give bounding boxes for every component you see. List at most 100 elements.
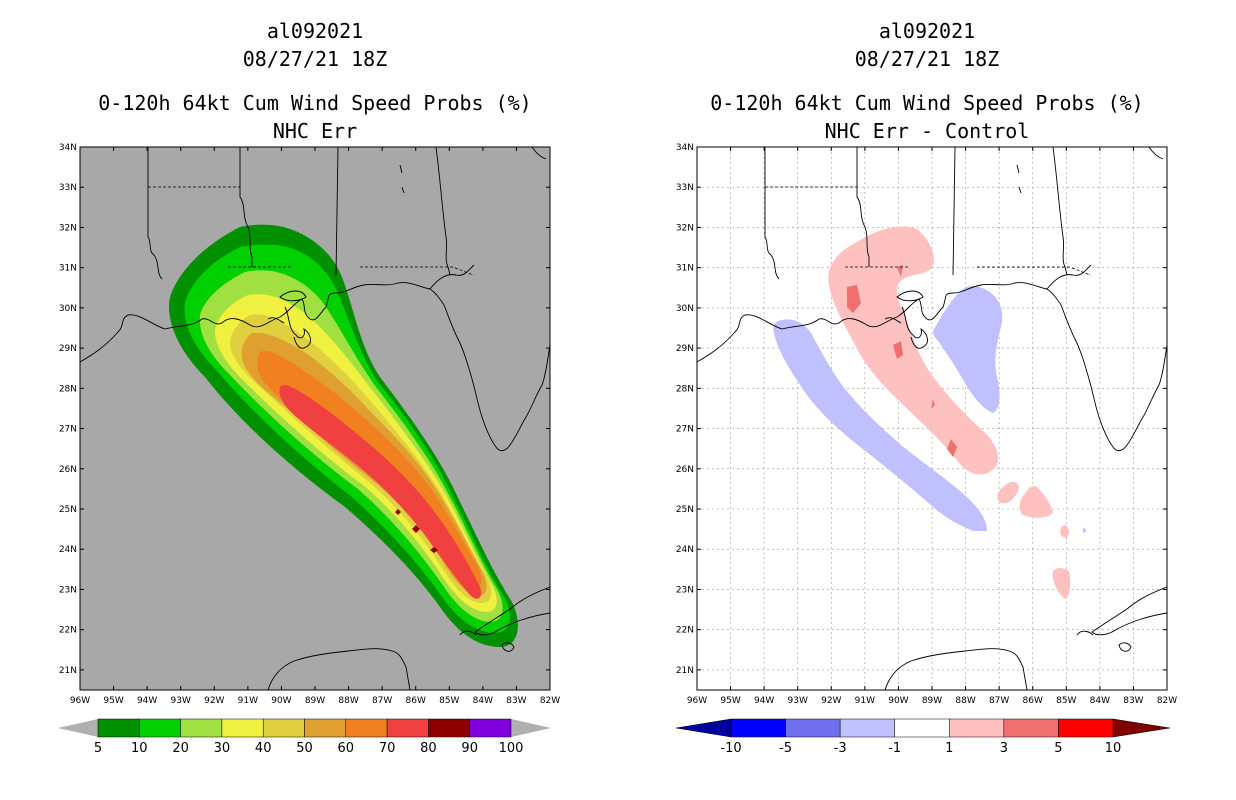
colorbar-segment <box>139 718 181 738</box>
lat-label: 33N <box>59 183 77 193</box>
lon-label: 86W <box>406 696 426 706</box>
left-colorbar: 5 10 20 30 40 50 60 70 80 90 100 <box>58 718 551 756</box>
right-colorbar: -10 -5 -3 -1 1 3 5 10 <box>675 718 1171 756</box>
right-title: 0-120h 64kt Cum Wind Speed Probs (%) <box>710 91 1143 115</box>
lon-label: 88W <box>955 696 975 706</box>
lon-label: 90W <box>271 696 291 706</box>
left-datetime: 08/27/21 18Z <box>243 47 388 71</box>
colorbar-segment <box>221 718 264 738</box>
right-datetime: 08/27/21 18Z <box>855 47 1000 71</box>
lon-label: 94W <box>754 696 774 706</box>
left-title-block: al092021 08/27/21 18Z 0-120h 64kt Cum Wi… <box>98 19 531 143</box>
lon-label: 93W <box>171 696 191 706</box>
lon-label: 87W <box>989 696 1009 706</box>
left-probability-swath <box>169 224 518 647</box>
lat-label: 26N <box>59 465 77 475</box>
left-subtitle: NHC Err <box>273 119 357 143</box>
colorbar-arrow-low <box>675 718 732 738</box>
lon-label: 87W <box>372 696 392 706</box>
colorbar-arrow-high <box>511 719 551 737</box>
diff-pos-b <box>997 481 1019 504</box>
colorbar-label: -5 <box>779 741 792 756</box>
swath-80-b <box>395 509 401 515</box>
lat-label: 29N <box>59 344 77 354</box>
colorbar-label: -1 <box>888 741 901 756</box>
colorbar-segment <box>262 718 305 738</box>
lat-label: 34N <box>676 143 694 153</box>
right-title-block: al092021 08/27/21 18Z 0-120h 64kt Cum Wi… <box>710 19 1143 143</box>
colorbar-segment <box>1058 718 1114 738</box>
lon-label: 84W <box>473 696 493 706</box>
colorbar-segment <box>180 718 223 738</box>
lon-label: 96W <box>70 696 90 706</box>
lat-label: 25N <box>59 505 77 515</box>
colorbar-label: 10 <box>131 741 148 756</box>
colorbar-label: 80 <box>420 741 437 756</box>
right-axis-ticks: 34N 33N 32N 31N 30N 29N 28N 27N 26N 25N 24N 23N 22N 2… <box>676 143 1177 706</box>
left-map: 34N 33N 32N 31N 30N 29N 28N 27N 26N 25N 24N 23N 22N 2… <box>59 143 560 706</box>
lon-label: 91W <box>238 696 258 706</box>
lat-label: 22N <box>676 626 694 636</box>
right-map: 34N 33N 32N 31N 30N 29N 28N 27N 26N 25N 24N 23N 22N 2… <box>676 143 1177 706</box>
lat-label: 24N <box>59 545 77 555</box>
colorbar-label: 40 <box>255 741 272 756</box>
lat-label: 33N <box>676 183 694 193</box>
lon-label: 88W <box>338 696 358 706</box>
swath-80-c <box>430 547 438 553</box>
lon-label: 93W <box>788 696 808 706</box>
lat-label: 26N <box>676 465 694 475</box>
left-axis-ticks: 34N 33N 32N 31N 30N 29N 28N 27N 26N 25N 24N 23N 22N 2… <box>59 143 560 706</box>
colorbar-segment <box>304 718 347 738</box>
colorbar-segment <box>386 718 429 738</box>
lon-label: 84W <box>1090 696 1110 706</box>
colorbar-label: 10 <box>1105 741 1122 756</box>
diff-pos-main <box>828 226 999 475</box>
swath-70 <box>279 385 482 599</box>
lon-label: 95W <box>103 696 123 706</box>
lon-label: 92W <box>821 696 841 706</box>
colorbar-label: 5 <box>94 741 102 756</box>
colorbar-label: 3 <box>1000 741 1008 756</box>
colorbar-segment <box>949 718 1005 738</box>
lat-label: 34N <box>59 143 77 153</box>
colorbar-segment <box>785 718 841 738</box>
lon-label: 85W <box>1056 696 1076 706</box>
lon-label: 96W <box>687 696 707 706</box>
diff-pos-3-e <box>897 265 903 277</box>
lon-label: 82W <box>1157 696 1177 706</box>
diff-pos-3-a <box>847 285 861 313</box>
diff-pos-e <box>1052 568 1071 599</box>
colorbar-segment <box>730 718 786 738</box>
colorbar-label: 5 <box>1054 741 1062 756</box>
lon-label: 92W <box>204 696 224 706</box>
lat-label: 23N <box>59 585 77 595</box>
lon-label: 95W <box>720 696 740 706</box>
diff-neg-west <box>773 319 987 531</box>
left-storm-id: al092021 <box>267 19 363 43</box>
lon-label: 94W <box>137 696 157 706</box>
lat-label: 23N <box>676 585 694 595</box>
lon-label: 89W <box>305 696 325 706</box>
colorbar-segment <box>1003 718 1059 738</box>
lat-label: 29N <box>676 344 694 354</box>
lat-label: 30N <box>676 304 694 314</box>
lat-label: 31N <box>59 264 77 274</box>
lat-label: 24N <box>676 545 694 555</box>
colorbar-label: -3 <box>834 741 847 756</box>
diff-pos-c <box>1019 486 1053 518</box>
lon-label: 82W <box>540 696 560 706</box>
lon-label: 89W <box>922 696 942 706</box>
colorbar-arrow-high <box>1112 718 1171 738</box>
right-storm-id: al092021 <box>879 19 975 43</box>
colorbar-label: -10 <box>720 741 741 756</box>
lat-label: 27N <box>676 425 694 435</box>
right-difference-field <box>773 226 1087 599</box>
lat-label: 32N <box>676 223 694 233</box>
colorbar-segment <box>469 718 512 738</box>
diff-neg-east <box>933 286 1003 413</box>
lat-label: 21N <box>676 666 694 676</box>
lat-label: 28N <box>59 384 77 394</box>
colorbar-label: 20 <box>172 741 189 756</box>
colorbar-arrow-low <box>58 719 98 737</box>
colorbar-segment <box>839 718 895 738</box>
